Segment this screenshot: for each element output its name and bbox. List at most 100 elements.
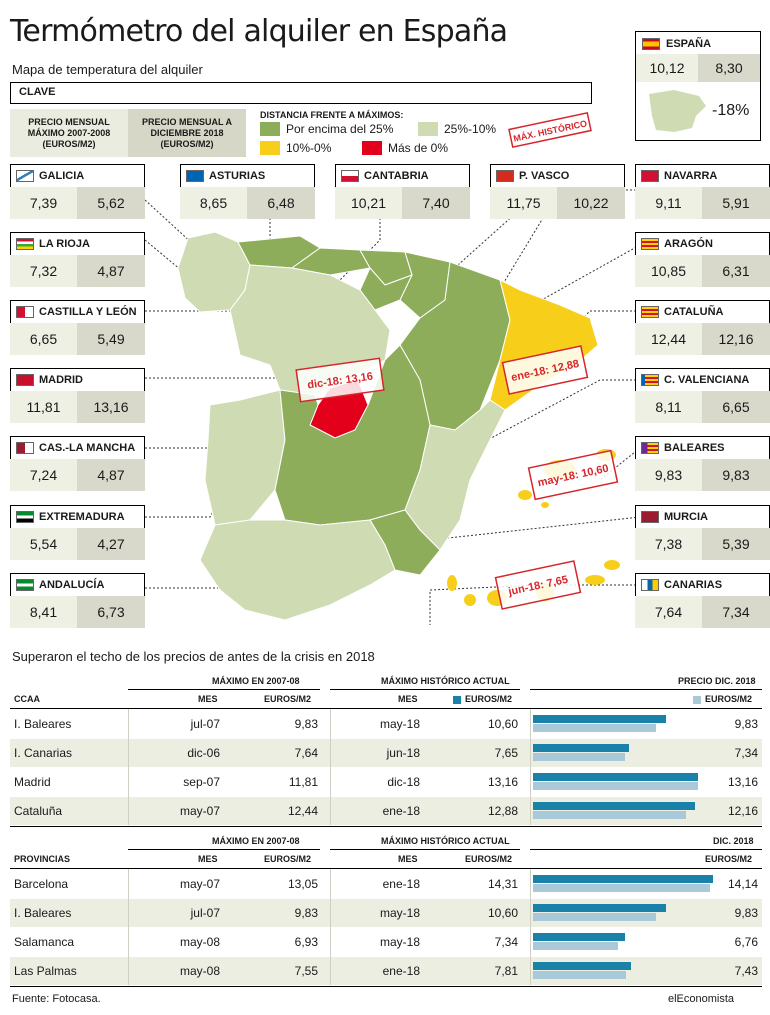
region-card-header: ARAGÓN [635,232,770,256]
prov-row-max-eur: 6,93 [294,935,318,949]
prov-row-hist-mes: may-18 [379,906,420,920]
region-dec-value: 6,31 [702,255,770,287]
region-dec-value: 7,40 [402,187,470,219]
region-card-header: LA RIOJA [10,232,145,256]
espana-silhouette-icon [649,90,706,132]
valenciana-flag-icon [641,374,659,386]
region-card-header: CANARIAS [635,573,770,597]
legend-item-label: Por encima del 25% [286,122,394,136]
region-max-value: 8,41 [10,596,77,628]
ccaa-col-hist-mes: MES [398,694,418,704]
region-card-header: EXTREMADURA [10,505,145,529]
prov-group-dec: DIC. 2018 [713,836,754,846]
prov-col-hist-euros: EUROS/M2 [465,854,513,864]
pais-vasco-flag-icon [496,170,514,182]
prov-rule [530,849,762,850]
prov-row-name: Las Palmas [14,964,77,978]
ccaa-bar-hist [533,773,698,781]
region-card-cataluna: CATALUÑA 12,44 12,16 [635,300,770,355]
region-card-navarra: NAVARRA 9,11 5,91 [635,164,770,219]
ccaa-row-max-mes: jul-07 [190,717,220,731]
region-name: MADRID [39,374,83,386]
ccaa-row-bg [10,739,762,767]
legend-column-dec: PRECIO MENSUAL A DICIEMBRE 2018 (EUROS/M… [128,109,246,157]
region-card-header: CATALUÑA [635,300,770,324]
ccaa-col-name: CCAA [14,694,40,704]
region-cantabria [290,247,371,276]
page-title: Termómetro del alquiler en España [10,14,508,49]
ccaa-row-dec-eur: 12,16 [727,804,758,818]
section-title: Superaron el techo de los precios de ant… [12,649,375,664]
ccaa-row-hist-eur: 12,88 [487,804,518,818]
legend-distance-title: DISTANCIA FRENTE A MÁXIMOS: [260,110,404,120]
ccaa-bar-hist [533,744,629,752]
prov-row-hist-mes: ene-18 [382,964,420,978]
prov-bar-dec [533,884,710,892]
region-card-baleares: BALEARES 9,83 9,83 [635,436,770,491]
region-dec-value: 9,83 [702,459,770,491]
aragon-flag-icon [641,238,659,250]
region-name: NAVARRA [664,170,718,182]
castilla-la-mancha-flag-icon [16,442,34,454]
region-card-murcia: MURCIA 7,38 5,39 [635,505,770,560]
region-max-value: 9,11 [635,187,702,219]
region-max-value: 7,24 [10,459,77,491]
legend-swatch [362,141,382,155]
espana-max: 10,12 [636,54,698,82]
prov-row-dec-eur: 14,14 [727,877,758,891]
region-card-madrid: MADRID 11,81 13,16 [10,368,145,423]
ccaa-row-hist-eur: 7,65 [494,746,518,760]
region-card-galicia: GALICIA 7,39 5,62 [10,164,145,219]
asturias-flag-icon [186,170,204,182]
prov-bar-dec [533,913,656,921]
ccaa-col-max-mes: MES [198,694,218,704]
legend-item-label: 10%-0% [286,141,332,155]
region-card-header: CAS.-LA MANCHA [10,436,145,460]
region-card-header: C. VALENCIANA [635,368,770,392]
legend-item-label: 25%-10% [444,122,497,136]
prov-row-name: Salamanca [14,935,75,949]
region-card-pais-vasco: P. VASCO 11,75 10,22 [490,164,625,219]
prov-bar-dec [533,971,626,979]
light-series-swatch [693,695,701,704]
region-name: C. VALENCIANA [664,374,750,386]
legend-swatch [418,122,438,136]
region-max-value: 11,81 [10,391,77,423]
page-subtitle: Mapa de temperatura del alquiler [12,62,203,77]
region-card-header: NAVARRA [635,164,770,188]
region-max-value: 12,44 [635,323,702,355]
ccaa-row-hist-mes: dic-18 [387,775,420,789]
prov-row-hist-eur: 14,31 [487,877,518,891]
spain-map: MÁX. HISTÓRICO dic-18: 13,16 ene-18: 12,… [144,111,641,625]
prov-row-max-eur: 9,83 [294,906,318,920]
prov-col-sep [330,869,331,985]
ccaa-rule [530,689,762,690]
region-max-value: 8,65 [180,187,247,219]
la-rioja-flag-icon [16,238,34,250]
region-dec-value: 5,49 [77,323,145,355]
prov-bottom-rule [10,986,762,987]
ccaa-bar-dec [533,753,625,761]
region-card-header: MURCIA [635,505,770,529]
region-name: ASTURIAS [209,170,266,182]
region-card-header: BALEARES [635,436,770,460]
prov-row-max-mes: may-07 [179,877,220,891]
region-andalucia [199,519,396,621]
prov-row-max-eur: 13,05 [287,877,318,891]
prov-bar-hist [533,962,631,970]
prov-group-max: MÁXIMO EN 2007-08 [212,836,300,846]
ccaa-col-sep [530,709,531,825]
region-max-value: 8,11 [635,391,702,423]
prov-row-max-mes: jul-07 [190,906,220,920]
ccaa-col-hist-euros: EUROS/M2 [453,694,512,704]
prov-row-hist-mes: ene-18 [382,877,420,891]
ccaa-bar-hist [533,802,695,810]
region-dec-value: 13,16 [77,391,145,423]
region-dec-value: 6,65 [702,391,770,423]
region-max-value: 6,65 [10,323,77,355]
region-max-value: 9,83 [635,459,702,491]
prov-bar-hist [533,933,625,941]
cantabria-flag-icon [341,170,359,182]
region-card-header: GALICIA [10,164,145,188]
ccaa-row-max-mes: may-07 [179,804,220,818]
